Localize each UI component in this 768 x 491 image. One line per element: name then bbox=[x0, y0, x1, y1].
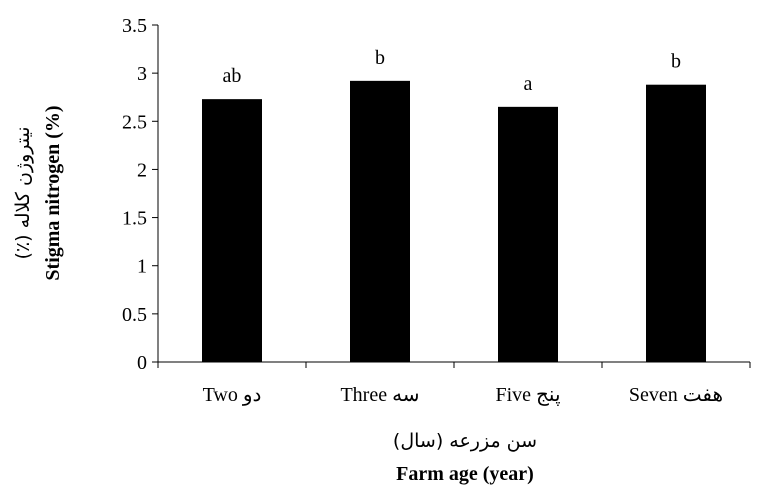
bar bbox=[202, 99, 262, 362]
bar bbox=[498, 106, 558, 362]
y-tick-label: 1 bbox=[137, 256, 147, 278]
y-tick-label: 2.5 bbox=[122, 111, 147, 133]
y-axis-title: Stigma nitrogen (%) bbox=[42, 105, 64, 280]
y-tick-label: 0 bbox=[137, 352, 147, 374]
data-label: ab bbox=[223, 65, 242, 87]
x-tick-label: Seven هفت bbox=[629, 384, 723, 406]
x-tick-label: Five پنج bbox=[495, 384, 560, 406]
x-tick-label: Two دو bbox=[203, 384, 262, 406]
data-label: b bbox=[375, 47, 385, 69]
data-label: a bbox=[524, 73, 533, 95]
bar bbox=[350, 80, 410, 363]
y-tick-label: 1.5 bbox=[122, 208, 147, 230]
y-tick-label: 2 bbox=[137, 159, 147, 181]
bar bbox=[646, 84, 706, 362]
y-tick-label: 0.5 bbox=[122, 304, 147, 326]
x-axis-title-fa: سن مزرعه (سال) bbox=[393, 430, 537, 452]
x-tick-label: Three سه bbox=[340, 384, 419, 406]
y-axis-title-fa: نیتروژن کلاله (٪) bbox=[12, 126, 34, 259]
data-label: b bbox=[671, 51, 681, 73]
plot-area: 0 0.5 1 1.5 2 2.5 3 3.5 ab Two دو b Three سه a Five پ… bbox=[122, 15, 751, 406]
y-tick-label: 3.5 bbox=[122, 15, 147, 37]
y-tick-label: 3 bbox=[137, 63, 147, 85]
x-axis-title: Farm age (year) bbox=[396, 463, 534, 485]
